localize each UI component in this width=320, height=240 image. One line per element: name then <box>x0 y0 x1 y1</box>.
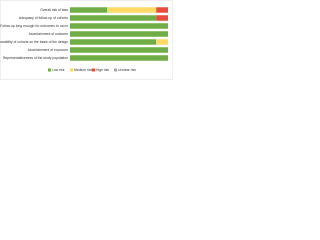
legend-label: Unclear risk <box>118 68 136 72</box>
legend-swatch <box>48 68 51 72</box>
bar-segment <box>70 55 168 61</box>
bar-segment <box>70 23 168 29</box>
legend-swatch <box>70 68 73 72</box>
bar-segment <box>70 39 157 45</box>
legend-swatch <box>114 68 117 72</box>
bar-segment <box>70 15 157 21</box>
legend-label: Medium risk <box>74 68 93 72</box>
category-label: Ascertainment of outcome <box>29 32 69 36</box>
chart: Overall risk of bias Adequacy of follow-u… <box>0 0 173 80</box>
legend-label: High risk <box>96 68 109 72</box>
bar-segment <box>156 39 168 45</box>
legend-label: Low risk <box>52 68 65 72</box>
category-label: Representativeness of the study populati… <box>3 56 68 60</box>
category-label: Adequacy of follow-up of cohorts <box>19 16 68 20</box>
category-label: Overall risk of bias <box>40 8 68 12</box>
bar-segment <box>156 7 168 13</box>
legend-swatch <box>92 68 95 72</box>
category-label: Ascertainment of exposure <box>28 48 68 52</box>
bar-segment <box>156 15 168 21</box>
category-label: Follow-up long enough for outcomes to oc… <box>0 24 69 28</box>
bar-segment <box>70 47 168 53</box>
bar-segment <box>70 7 108 13</box>
bar-segment <box>70 31 168 37</box>
category-label: Comparability of cohorts on the basis of… <box>0 40 68 44</box>
bar-segment <box>107 7 157 13</box>
